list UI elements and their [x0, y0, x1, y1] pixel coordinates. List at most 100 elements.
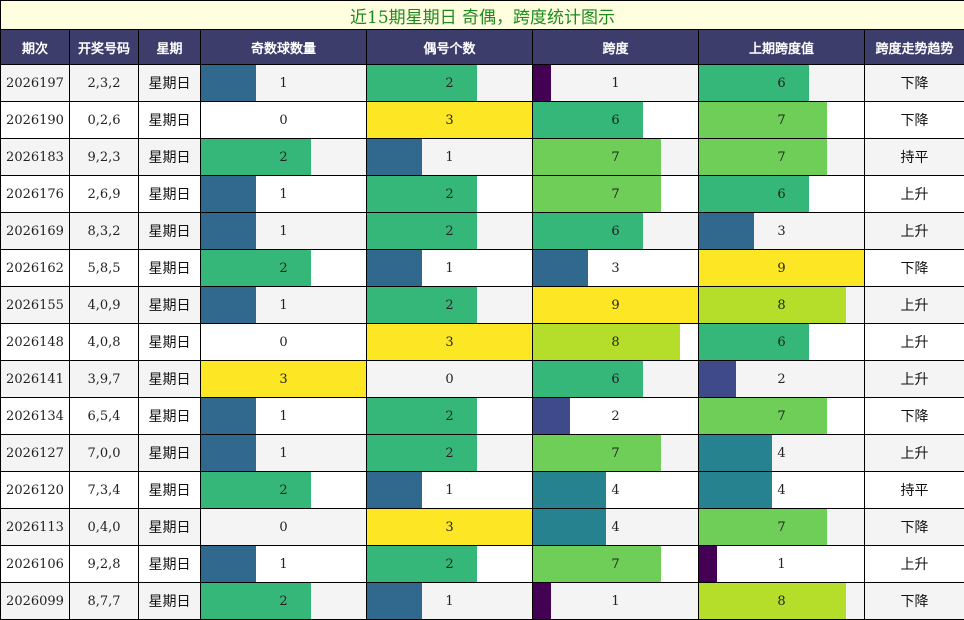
- odd-count-cell: 1: [201, 435, 367, 472]
- even-count-label: 2: [367, 435, 532, 471]
- weekday-cell: 星期日: [139, 176, 201, 213]
- odd-count-cell: 2: [201, 583, 367, 620]
- even-count-cell: 3: [367, 324, 533, 361]
- span-cell: 4: [533, 509, 699, 546]
- period-cell: 2026141: [1, 361, 70, 398]
- prev-span-label: 7: [699, 139, 864, 175]
- odd-count-label: 1: [201, 398, 366, 434]
- odd-count-label: 2: [201, 583, 366, 619]
- even-count-label: 2: [367, 546, 532, 582]
- period-cell: 2026190: [1, 102, 70, 139]
- even-count-cell: 2: [367, 398, 533, 435]
- odd-count-label: 2: [201, 250, 366, 286]
- span-label: 7: [533, 176, 698, 212]
- even-count-label: 1: [367, 472, 532, 508]
- even-count-label: 2: [367, 213, 532, 249]
- even-count-cell: 2: [367, 65, 533, 102]
- trend-cell: 上升: [865, 361, 964, 398]
- odd-count-cell: 2: [201, 139, 367, 176]
- prev-span-label: 1: [699, 546, 864, 582]
- prev-span-cell: 1: [699, 546, 865, 583]
- prev-span-label: 2: [699, 361, 864, 397]
- prev-span-label: 4: [699, 472, 864, 508]
- trend-cell: 下降: [865, 583, 964, 620]
- prev-span-cell: 7: [699, 398, 865, 435]
- period-cell: 2026099: [1, 583, 70, 620]
- numbers-cell: 6,5,4: [70, 398, 139, 435]
- even-count-label: 2: [367, 65, 532, 101]
- span-cell: 9: [533, 287, 699, 324]
- even-count-cell: 0: [367, 361, 533, 398]
- span-cell: 7: [533, 176, 699, 213]
- period-cell: 2026148: [1, 324, 70, 361]
- odd-count-label: 1: [201, 435, 366, 471]
- odd-count-cell: 2: [201, 250, 367, 287]
- numbers-cell: 0,2,6: [70, 102, 139, 139]
- weekday-cell: 星期日: [139, 472, 201, 509]
- numbers-cell: 2,6,9: [70, 176, 139, 213]
- odd-count-cell: 2: [201, 472, 367, 509]
- odd-count-label: 3: [201, 361, 366, 397]
- even-count-label: 1: [367, 139, 532, 175]
- span-cell: 3: [533, 250, 699, 287]
- even-count-cell: 1: [367, 472, 533, 509]
- period-cell: 2026113: [1, 509, 70, 546]
- header-odd-count: 奇数球数量: [201, 30, 367, 65]
- even-count-label: 3: [367, 509, 532, 545]
- weekday-cell: 星期日: [139, 509, 201, 546]
- span-label: 7: [533, 139, 698, 175]
- trend-cell: 上升: [865, 287, 964, 324]
- prev-span-label: 6: [699, 65, 864, 101]
- trend-cell: 上升: [865, 324, 964, 361]
- prev-span-label: 9: [699, 250, 864, 286]
- even-count-cell: 2: [367, 287, 533, 324]
- span-label: 4: [533, 472, 698, 508]
- span-cell: 6: [533, 213, 699, 250]
- trend-cell: 上升: [865, 213, 964, 250]
- numbers-cell: 3,9,7: [70, 361, 139, 398]
- header-period: 期次: [1, 30, 70, 65]
- even-count-label: 3: [367, 324, 532, 360]
- header-weekday: 星期: [139, 30, 201, 65]
- period-cell: 2026155: [1, 287, 70, 324]
- weekday-cell: 星期日: [139, 139, 201, 176]
- trend-cell: 持平: [865, 139, 964, 176]
- even-count-cell: 2: [367, 176, 533, 213]
- prev-span-cell: 8: [699, 583, 865, 620]
- weekday-cell: 星期日: [139, 65, 201, 102]
- trend-cell: 下降: [865, 398, 964, 435]
- odd-count-cell: 1: [201, 287, 367, 324]
- prev-span-cell: 8: [699, 287, 865, 324]
- span-cell: 6: [533, 361, 699, 398]
- prev-span-cell: 6: [699, 176, 865, 213]
- odd-count-cell: 1: [201, 65, 367, 102]
- odd-count-label: 1: [201, 213, 366, 249]
- odd-count-label: 0: [201, 509, 366, 545]
- trend-cell: 持平: [865, 472, 964, 509]
- span-label: 4: [533, 509, 698, 545]
- prev-span-cell: 7: [699, 102, 865, 139]
- span-cell: 7: [533, 435, 699, 472]
- header-span: 跨度: [533, 30, 699, 65]
- even-count-label: 3: [367, 102, 532, 138]
- weekday-cell: 星期日: [139, 287, 201, 324]
- prev-span-cell: 4: [699, 472, 865, 509]
- span-label: 6: [533, 102, 698, 138]
- span-label: 3: [533, 250, 698, 286]
- weekday-cell: 星期日: [139, 398, 201, 435]
- even-count-cell: 2: [367, 546, 533, 583]
- trend-cell: 上升: [865, 546, 964, 583]
- span-cell: 8: [533, 324, 699, 361]
- numbers-cell: 8,7,7: [70, 583, 139, 620]
- span-cell: 7: [533, 546, 699, 583]
- prev-span-label: 6: [699, 176, 864, 212]
- span-label: 8: [533, 324, 698, 360]
